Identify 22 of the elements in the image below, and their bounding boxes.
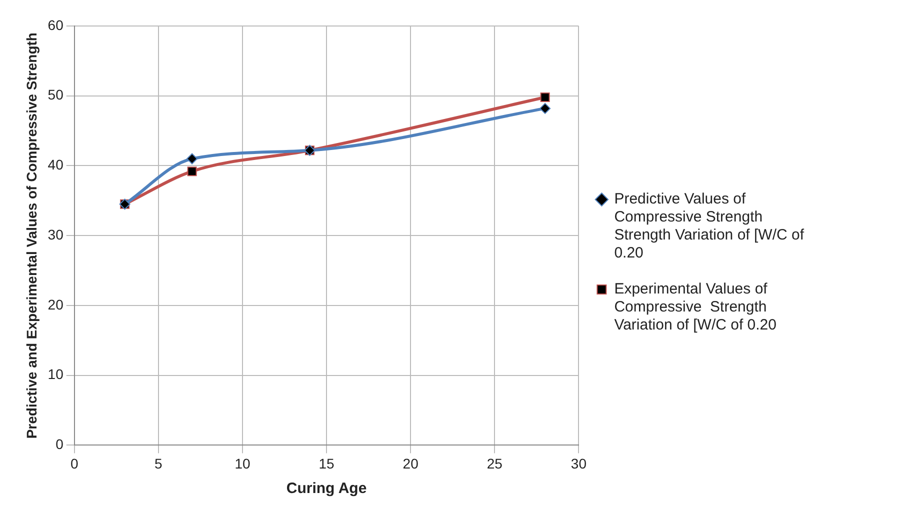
x-tick-label: 0 bbox=[70, 455, 78, 472]
y-tick-label: 10 bbox=[48, 366, 64, 382]
legend-label: Experimental Values of Compressive Strength Variation of [W/C of 0.20 bbox=[614, 280, 777, 334]
point bbox=[540, 102, 551, 114]
x-tick-label: 30 bbox=[570, 455, 587, 472]
y-tick-label: 50 bbox=[48, 86, 64, 103]
x-tick-label: 10 bbox=[234, 455, 250, 472]
x-tick-label: 15 bbox=[318, 455, 335, 472]
x-axis-title: Curing Age bbox=[286, 480, 367, 498]
x-tick-label: 20 bbox=[402, 455, 419, 472]
y-axis-title: Predictive and Experimental Values of Compressive Strength bbox=[23, 32, 40, 439]
y-tick-label: 40 bbox=[48, 156, 64, 173]
y-tick-label: 30 bbox=[48, 226, 64, 242]
point bbox=[186, 153, 198, 164]
y-tick-label: 20 bbox=[48, 296, 64, 312]
x-tick-label: 25 bbox=[486, 455, 503, 472]
y-tick-label: 0 bbox=[56, 436, 64, 452]
legend-label: Predictive Values of Compressive Strength Strength Variation of [W/C of 0.20 bbox=[614, 190, 805, 262]
point bbox=[187, 166, 197, 176]
y-tick-label: 60 bbox=[48, 16, 64, 33]
point bbox=[540, 92, 550, 102]
x-tick-label: 5 bbox=[154, 455, 163, 472]
